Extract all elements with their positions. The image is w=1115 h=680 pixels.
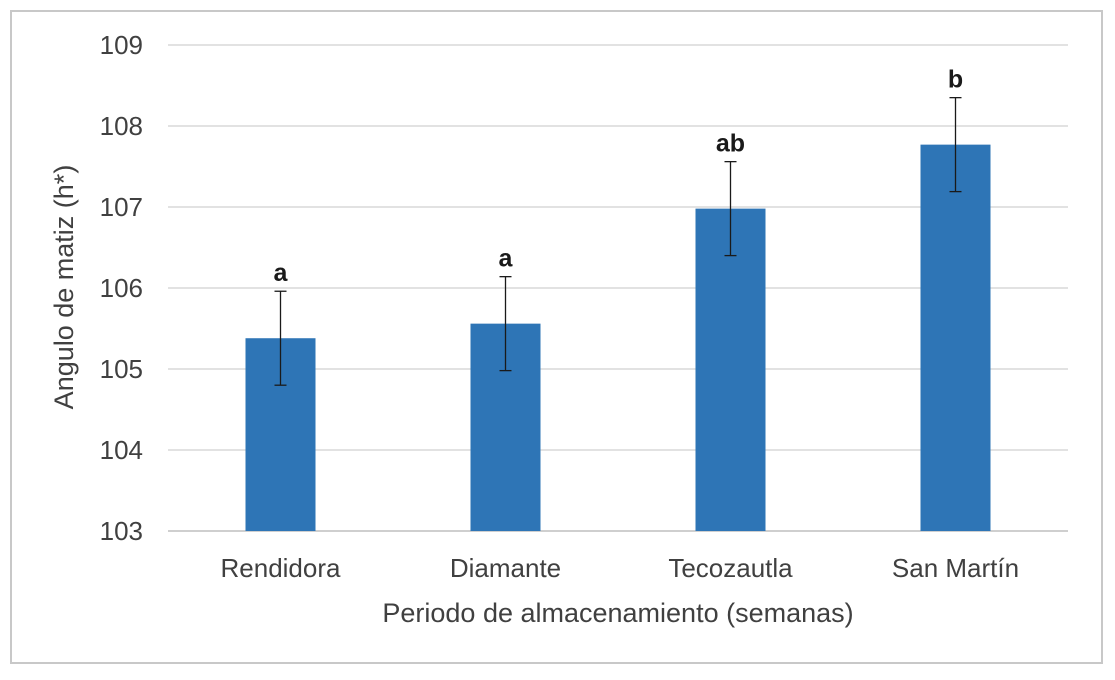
y-tick-label: 107 (100, 192, 143, 222)
significance-label: a (274, 259, 289, 287)
error-bar (499, 276, 512, 372)
y-tick-label: 108 (100, 111, 143, 141)
significance-labels: a a ab b (274, 66, 964, 288)
y-tick-label: 103 (100, 516, 143, 546)
y-tick-label: 106 (100, 273, 143, 303)
error-bar (274, 290, 287, 386)
error-bar (949, 97, 962, 193)
significance-label: ab (716, 130, 745, 158)
y-tick-label: 109 (100, 30, 143, 60)
bars (245, 144, 991, 531)
error-bar (724, 160, 737, 257)
x-tick-label: Diamante (450, 553, 561, 583)
gridlines (168, 44, 1068, 532)
significance-label: b (948, 66, 963, 94)
y-tick-label: 104 (100, 435, 143, 465)
y-axis-ticks: 103 104 105 106 107 108 109 (100, 30, 143, 546)
significance-label: a (499, 245, 514, 273)
x-axis-title: Periodo de almacenamiento (semanas) (382, 598, 853, 628)
x-tick-label: Rendidora (221, 553, 342, 583)
x-tick-label: Tecozautla (668, 553, 793, 583)
bar (920, 144, 991, 531)
y-axis-title: Angulo de matiz (h*) (49, 165, 79, 410)
x-tick-label: San Martín (892, 553, 1019, 583)
y-tick-label: 105 (100, 354, 143, 384)
x-axis-ticks: Rendidora Diamante Tecozautla San Martín (221, 553, 1020, 583)
error-bars (274, 97, 962, 386)
bar (695, 208, 766, 531)
